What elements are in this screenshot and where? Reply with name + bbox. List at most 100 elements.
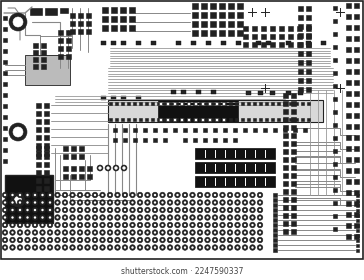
Circle shape — [34, 194, 36, 196]
Circle shape — [56, 194, 59, 196]
Bar — [150, 118, 154, 120]
Circle shape — [251, 246, 254, 249]
Bar — [60, 8, 68, 13]
Circle shape — [77, 192, 83, 198]
Bar — [3, 60, 7, 64]
Bar — [242, 25, 248, 31]
Bar — [192, 3, 198, 9]
Circle shape — [107, 215, 113, 220]
Bar — [102, 16, 108, 22]
Circle shape — [251, 201, 254, 204]
Circle shape — [205, 245, 210, 250]
Circle shape — [47, 207, 53, 213]
Circle shape — [242, 200, 248, 205]
Circle shape — [100, 245, 105, 250]
Bar — [294, 102, 297, 104]
Circle shape — [154, 201, 156, 204]
Circle shape — [25, 222, 30, 228]
Circle shape — [244, 201, 246, 204]
Bar — [345, 157, 351, 162]
Circle shape — [251, 231, 254, 234]
Bar — [301, 102, 304, 104]
Bar — [283, 128, 287, 132]
Bar — [138, 102, 142, 104]
Bar — [70, 20, 75, 25]
Bar — [136, 96, 141, 100]
Circle shape — [26, 194, 29, 196]
Bar — [157, 118, 159, 120]
Bar — [278, 34, 284, 39]
Bar — [44, 153, 48, 158]
Bar — [36, 169, 40, 174]
Bar — [273, 248, 277, 252]
Circle shape — [139, 231, 141, 234]
Bar — [181, 118, 183, 120]
Circle shape — [242, 215, 248, 220]
Circle shape — [145, 192, 150, 198]
Bar — [305, 32, 310, 38]
Circle shape — [205, 237, 210, 243]
Circle shape — [121, 165, 127, 171]
Circle shape — [244, 239, 246, 241]
Bar — [66, 29, 71, 34]
Bar — [345, 36, 351, 41]
Circle shape — [47, 237, 53, 243]
Circle shape — [79, 231, 81, 234]
Circle shape — [10, 222, 15, 228]
Circle shape — [13, 17, 23, 27]
Circle shape — [169, 209, 171, 211]
Bar — [333, 136, 337, 140]
Bar — [169, 118, 171, 120]
Bar — [196, 90, 201, 94]
Bar — [234, 118, 237, 120]
Bar — [333, 214, 337, 218]
Bar — [195, 162, 275, 173]
Bar — [233, 138, 237, 142]
Circle shape — [259, 209, 261, 211]
Circle shape — [70, 245, 75, 250]
Bar — [282, 221, 288, 225]
Circle shape — [161, 246, 164, 249]
Circle shape — [130, 192, 135, 198]
Circle shape — [56, 209, 59, 211]
Circle shape — [131, 231, 134, 234]
Bar — [193, 138, 197, 142]
Circle shape — [235, 200, 240, 205]
Bar — [40, 57, 46, 62]
Text: shutterstock.com · 2247590337: shutterstock.com · 2247590337 — [121, 267, 243, 276]
Circle shape — [235, 245, 240, 250]
Bar — [203, 128, 207, 132]
Circle shape — [130, 200, 135, 205]
Circle shape — [221, 201, 224, 204]
Circle shape — [10, 237, 15, 243]
Bar — [63, 146, 67, 151]
Circle shape — [251, 209, 254, 211]
Bar — [261, 25, 265, 31]
Circle shape — [184, 224, 186, 226]
Circle shape — [131, 224, 134, 226]
Circle shape — [229, 216, 231, 219]
Bar — [108, 65, 333, 95]
Circle shape — [206, 224, 209, 226]
Circle shape — [152, 237, 158, 243]
Circle shape — [161, 239, 164, 241]
Bar — [44, 143, 48, 148]
Bar — [210, 12, 216, 18]
Circle shape — [94, 209, 96, 211]
Bar — [102, 25, 108, 31]
Circle shape — [190, 245, 195, 250]
Bar — [58, 38, 63, 43]
Bar — [282, 165, 288, 169]
Circle shape — [220, 237, 225, 243]
Circle shape — [11, 201, 14, 204]
Circle shape — [79, 224, 81, 226]
Bar — [158, 118, 162, 120]
Circle shape — [79, 216, 81, 219]
Circle shape — [101, 209, 104, 211]
Bar — [273, 128, 277, 132]
Circle shape — [10, 200, 15, 205]
Circle shape — [229, 201, 231, 204]
Circle shape — [167, 237, 173, 243]
Bar — [241, 118, 244, 120]
Bar — [258, 118, 261, 120]
